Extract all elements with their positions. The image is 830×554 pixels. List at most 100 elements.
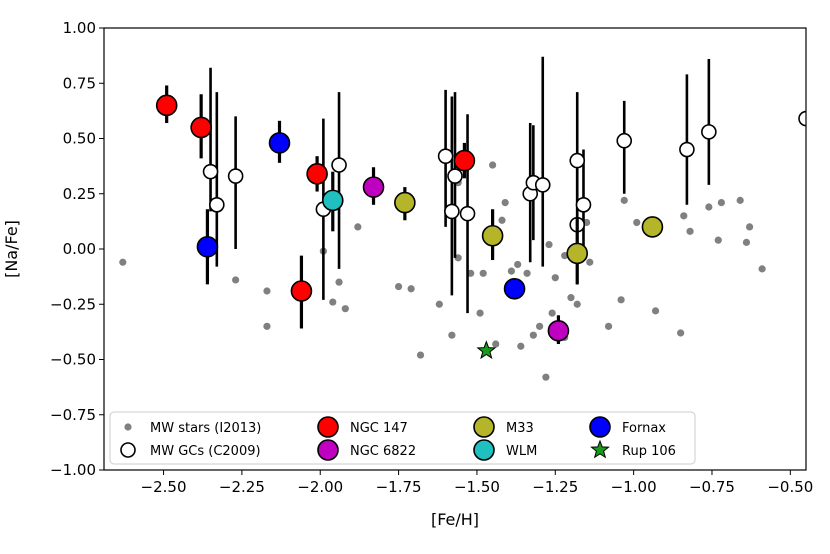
mw-star-point (536, 322, 544, 330)
mw-gcs-point (701, 124, 717, 140)
mw-star-point (542, 373, 550, 381)
legend-entry: M33 (473, 416, 534, 438)
mw-star-point (435, 300, 443, 308)
y-tick-label: −0.50 (50, 351, 96, 369)
fornax-point (503, 277, 526, 300)
mw-star-point (467, 269, 475, 277)
mw-star-point (489, 161, 497, 169)
mw-star-point (548, 309, 556, 317)
legend-entry: NGC 147 (317, 416, 408, 438)
mw-star-point (263, 322, 271, 330)
mw-star-point (736, 196, 744, 204)
y-tick-label: 1.00 (63, 19, 96, 37)
legend-marker (589, 416, 611, 438)
mw-star-point (714, 236, 722, 244)
mw-gcs-point (459, 205, 476, 222)
y-tick-label: 0.25 (63, 185, 96, 203)
mw-star-point (354, 223, 362, 231)
mw-star-point (686, 227, 694, 235)
x-tick-label: −2.25 (219, 478, 265, 496)
y-tick-label: 0.75 (63, 74, 96, 92)
mw-star-point (507, 267, 516, 275)
m33-point (481, 224, 504, 247)
mw-star-point (604, 322, 613, 330)
axes-frame (103, 27, 807, 471)
mw-gcs-point (616, 132, 633, 149)
mw-star-point (586, 258, 594, 266)
y-tick-label: 0.00 (63, 240, 96, 258)
mw-star-point (514, 260, 522, 269)
mw-star-point (498, 216, 506, 224)
x-axis-label: [Fe/H] (431, 510, 479, 529)
mw-star-point (454, 254, 462, 262)
mw-star-point (492, 340, 500, 348)
mw-star-point (517, 342, 525, 350)
mw-gcs-point (569, 152, 586, 169)
mw-star-point (263, 287, 271, 295)
m33-point (641, 216, 664, 238)
mw-star-point (680, 212, 688, 220)
legend-entry: Fornax (589, 416, 666, 438)
axes: −2.50 −2.25 −2.00 −1.75 −1.50 −1.25 −1.00 −0.75… (50, 19, 813, 496)
mw-star-point (335, 278, 343, 286)
mw-star-point (617, 296, 625, 304)
legend-label: MW stars (I2013) (150, 421, 261, 436)
mw-star-point (551, 274, 559, 282)
mw-star-point (573, 300, 581, 308)
mw-gcs-point (437, 148, 454, 164)
mw-gcs-point (202, 163, 219, 180)
mw-gcs-point (534, 177, 551, 193)
legend-marker (473, 416, 495, 438)
legend-entry: MW GCs (C2009) (120, 442, 261, 459)
mw-star-point (742, 238, 751, 246)
y-tick-label: 0.50 (63, 130, 96, 148)
legend-entry: NGC 6822 (317, 439, 416, 461)
legend-marker (317, 439, 339, 461)
x-tick-label: −2.50 (141, 478, 187, 496)
y-axis-label: [Na/Fe] (2, 220, 21, 278)
y-tick-label: −0.75 (50, 406, 96, 424)
ngc6822-point (362, 176, 385, 198)
wlm-point (321, 189, 344, 212)
x-tick-label: −1.75 (376, 478, 422, 496)
mw-star-point (758, 265, 766, 273)
ngc147-point (306, 163, 328, 185)
mw-star-point (523, 269, 531, 277)
legend-label: Fornax (622, 421, 666, 436)
fornax-point (268, 132, 291, 154)
legend-label: MW GCs (C2009) (150, 444, 261, 459)
legend-marker (124, 423, 132, 431)
y-tick-label: −1.00 (50, 461, 96, 479)
ngc147-point (190, 116, 212, 139)
x-tick-label: −0.50 (767, 478, 813, 496)
m33-point (394, 191, 416, 214)
legend-entry: WLM (473, 439, 537, 461)
mw-gcs-point (447, 168, 463, 184)
mw-gcs-point (444, 203, 460, 220)
mw-star-point (416, 351, 425, 359)
mw-star-point (677, 329, 685, 337)
mw-star-point (232, 276, 240, 284)
ngc147-point (290, 280, 313, 302)
mw-star-point (717, 198, 725, 207)
plot-area (119, 56, 806, 381)
mw-star-point (651, 307, 660, 315)
ngc147-point (453, 149, 476, 172)
legend-marker (120, 442, 136, 458)
mw-star-point (620, 196, 628, 204)
mw-gcs-point (679, 141, 695, 158)
y-tick-label: −0.25 (50, 295, 96, 313)
mw-star-point (529, 331, 537, 339)
mw-gcs-point (209, 197, 225, 213)
legend: MW stars (I2013) NGC 147 M33 Fornax MW GCs (… (109, 411, 696, 465)
legend-label: NGC 6822 (350, 444, 416, 459)
mw-star-point (476, 309, 484, 317)
mw-star-point (501, 198, 509, 207)
x-tick-label: −1.00 (611, 478, 657, 496)
legend-entry: Rup 106 (590, 439, 676, 459)
legend-marker (590, 439, 610, 459)
mw-star-point (407, 285, 415, 293)
x-tick-label: −0.75 (689, 478, 735, 496)
